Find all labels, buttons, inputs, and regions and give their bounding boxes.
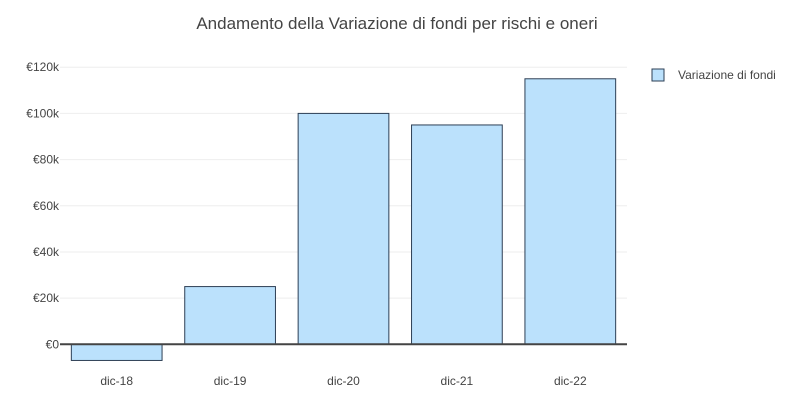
- y-tick-label: €20k: [33, 291, 60, 305]
- x-axis-ticks: dic-18 dic-19 dic-20 dic-21 dic-22: [100, 374, 587, 388]
- bar: [297, 112, 390, 345]
- legend[interactable]: Variazione di fondi: [651, 68, 776, 82]
- bar: [524, 78, 617, 345]
- legend-swatch[interactable]: [651, 68, 665, 82]
- bar: [411, 124, 503, 345]
- legend-label[interactable]: Variazione di fondi: [678, 68, 776, 82]
- y-tick-label: €80k: [33, 153, 60, 167]
- bars: [60, 78, 627, 361]
- y-tick-label: €100k: [26, 106, 60, 120]
- y-tick-label: €0: [46, 337, 60, 351]
- x-tick-label: dic-19: [214, 374, 247, 388]
- bar: [184, 286, 276, 345]
- y-tick-label: €120k: [26, 60, 60, 74]
- y-tick-label: €40k: [33, 245, 60, 259]
- y-tick-label: €60k: [33, 199, 60, 213]
- x-tick-label: dic-21: [441, 374, 474, 388]
- x-tick-label: dic-18: [100, 374, 133, 388]
- x-tick-label: dic-22: [554, 374, 587, 388]
- y-axis-ticks: €0 €20k €40k €60k €80k €100k €120k: [26, 60, 60, 351]
- x-tick-label: dic-20: [327, 374, 360, 388]
- chart-title: Andamento della Variazione di fondi per …: [196, 14, 597, 33]
- bar: [70, 343, 163, 361]
